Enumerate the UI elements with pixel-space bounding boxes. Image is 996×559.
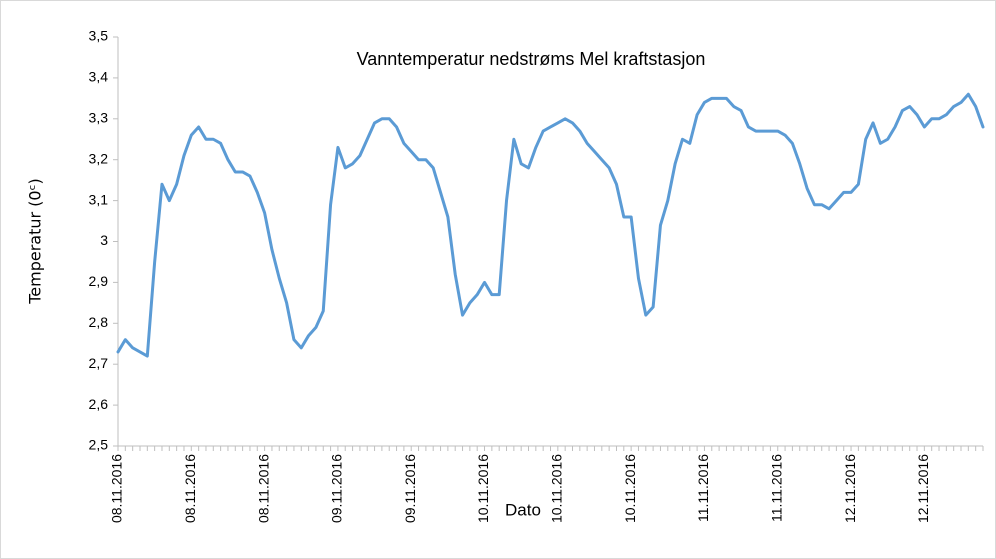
- x-tick-label: 12.11.2016: [842, 454, 858, 523]
- x-tick-label: 10.11.2016: [622, 454, 638, 523]
- x-tick-label: 11.11.2016: [695, 454, 711, 522]
- x-tick-label: 09.11.2016: [329, 454, 345, 523]
- x-tick-label: 12.11.2016: [915, 454, 931, 523]
- x-tick-label: 11.11.2016: [768, 454, 784, 522]
- x-tick-label: 10.11.2016: [549, 454, 565, 523]
- y-tick-label: 3,3: [89, 110, 109, 126]
- x-tick-label: 10.11.2016: [475, 454, 491, 523]
- x-tick-label: 08.11.2016: [109, 454, 125, 523]
- y-tick-label: 2,6: [89, 396, 109, 412]
- y-tick-label: 2,5: [89, 437, 109, 453]
- y-tick-label: 3,2: [89, 150, 109, 166]
- y-tick-label: 3,5: [89, 28, 109, 44]
- y-tick-label: 2,7: [89, 355, 109, 371]
- y-tick-label: 3: [100, 232, 108, 248]
- x-axis-label: Dato: [505, 500, 541, 519]
- y-tick-label: 3,1: [89, 191, 109, 207]
- y-tick-label: 3,4: [89, 69, 109, 85]
- y-tick-label: 2,8: [89, 314, 109, 330]
- x-tick-label: 08.11.2016: [255, 454, 271, 523]
- y-tick-label: 2,9: [89, 273, 109, 289]
- data-line: [116, 92, 985, 358]
- chart-title: Vanntemperatur nedstrøms Mel kraftstasjo…: [357, 49, 706, 69]
- y-axis-label: Temperatur (0ᶜ): [26, 178, 45, 305]
- x-tick-label: 09.11.2016: [402, 454, 418, 523]
- x-tick-label: 08.11.2016: [182, 454, 198, 523]
